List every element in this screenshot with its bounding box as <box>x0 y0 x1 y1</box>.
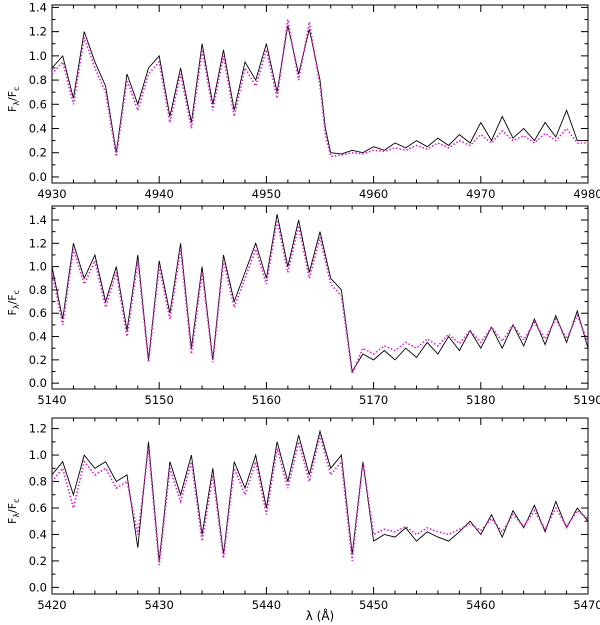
y-tick-label: 1.4 <box>29 213 47 227</box>
y-tick-label: 0.6 <box>29 501 47 515</box>
x-tick-label: 5180 <box>466 393 495 407</box>
y-tick-label: 1.0 <box>29 260 47 274</box>
x-tick-label: 4940 <box>145 187 174 201</box>
y-tick-label: 0.4 <box>29 527 47 541</box>
observed-spectrum-line <box>52 25 588 155</box>
x-tick-label: 4970 <box>466 187 495 201</box>
observed-spectrum-line <box>52 214 588 373</box>
x-tick-label: 5190 <box>573 393 600 407</box>
model-spectrum-line <box>52 219 588 377</box>
y-tick-label: 0.2 <box>29 146 47 160</box>
y-tick-label: 0.8 <box>29 73 47 87</box>
panel-2: 5140 5150 5160 5170 5180 5190 0.0 0.2 0.4 0.6 0.8 1… <box>6 205 600 407</box>
x-tick-label: 5140 <box>37 393 66 407</box>
x-tick-label: 4930 <box>37 187 66 201</box>
y-axis-label: Fλ/Fc <box>6 498 21 524</box>
panel-3: 5420 5430 5440 5450 5460 5470 0.0 0.2 0.4 0.6 0.8 1… <box>6 417 600 623</box>
plot-frame <box>51 205 589 390</box>
y-tick-label: 0.0 <box>29 580 47 594</box>
plot-frame <box>51 417 589 595</box>
x-tick-label: 5470 <box>573 598 600 612</box>
y-tick-label: 0.0 <box>29 170 47 184</box>
observed-spectrum-line <box>52 429 588 561</box>
y-tick-label: 0.0 <box>29 376 47 390</box>
y-tick-label: 1.2 <box>29 25 47 39</box>
y-axis-label: Fλ/Fc <box>6 86 21 112</box>
x-tick-label: 5440 <box>252 598 281 612</box>
y-tick-label: 1.4 <box>29 0 47 14</box>
x-tick-label: 5450 <box>359 598 388 612</box>
y-tick-label: 0.8 <box>29 475 47 489</box>
x-tick-label: 5460 <box>466 598 495 612</box>
y-tick-label: 0.4 <box>29 330 47 344</box>
y-tick-label: 1.2 <box>29 236 47 250</box>
model-spectrum-line <box>52 434 588 565</box>
x-tick-label: 5420 <box>37 598 66 612</box>
x-tick-label: 5170 <box>359 393 388 407</box>
x-tick-label: 4950 <box>252 187 281 201</box>
y-tick-label: 0.2 <box>29 554 47 568</box>
x-tick-label: 4960 <box>359 187 388 201</box>
y-tick-label: 1.0 <box>29 49 47 63</box>
y-tick-label: 0.2 <box>29 353 47 367</box>
y-tick-label: 0.6 <box>29 306 47 320</box>
y-tick-label: 0.8 <box>29 283 47 297</box>
x-tick-label: 4980 <box>573 187 600 201</box>
x-axis-label: λ (Å) <box>306 608 335 623</box>
x-tick-label: 5150 <box>145 393 174 407</box>
x-tick-label: 5160 <box>252 393 281 407</box>
x-tick-label: 5430 <box>145 598 174 612</box>
y-tick-label: 0.4 <box>29 122 47 136</box>
y-tick-label: 1.0 <box>29 448 47 462</box>
panel-1: 4930 4940 4950 4960 4970 4980 0.0 0.2 0.4 0.6 0.8 1… <box>6 0 600 201</box>
model-spectrum-line <box>52 19 588 158</box>
y-axis-label: Fλ/Fc <box>6 290 21 316</box>
y-tick-label: 1.2 <box>29 422 47 436</box>
y-tick-label: 0.6 <box>29 97 47 111</box>
plot-frame <box>51 4 589 184</box>
